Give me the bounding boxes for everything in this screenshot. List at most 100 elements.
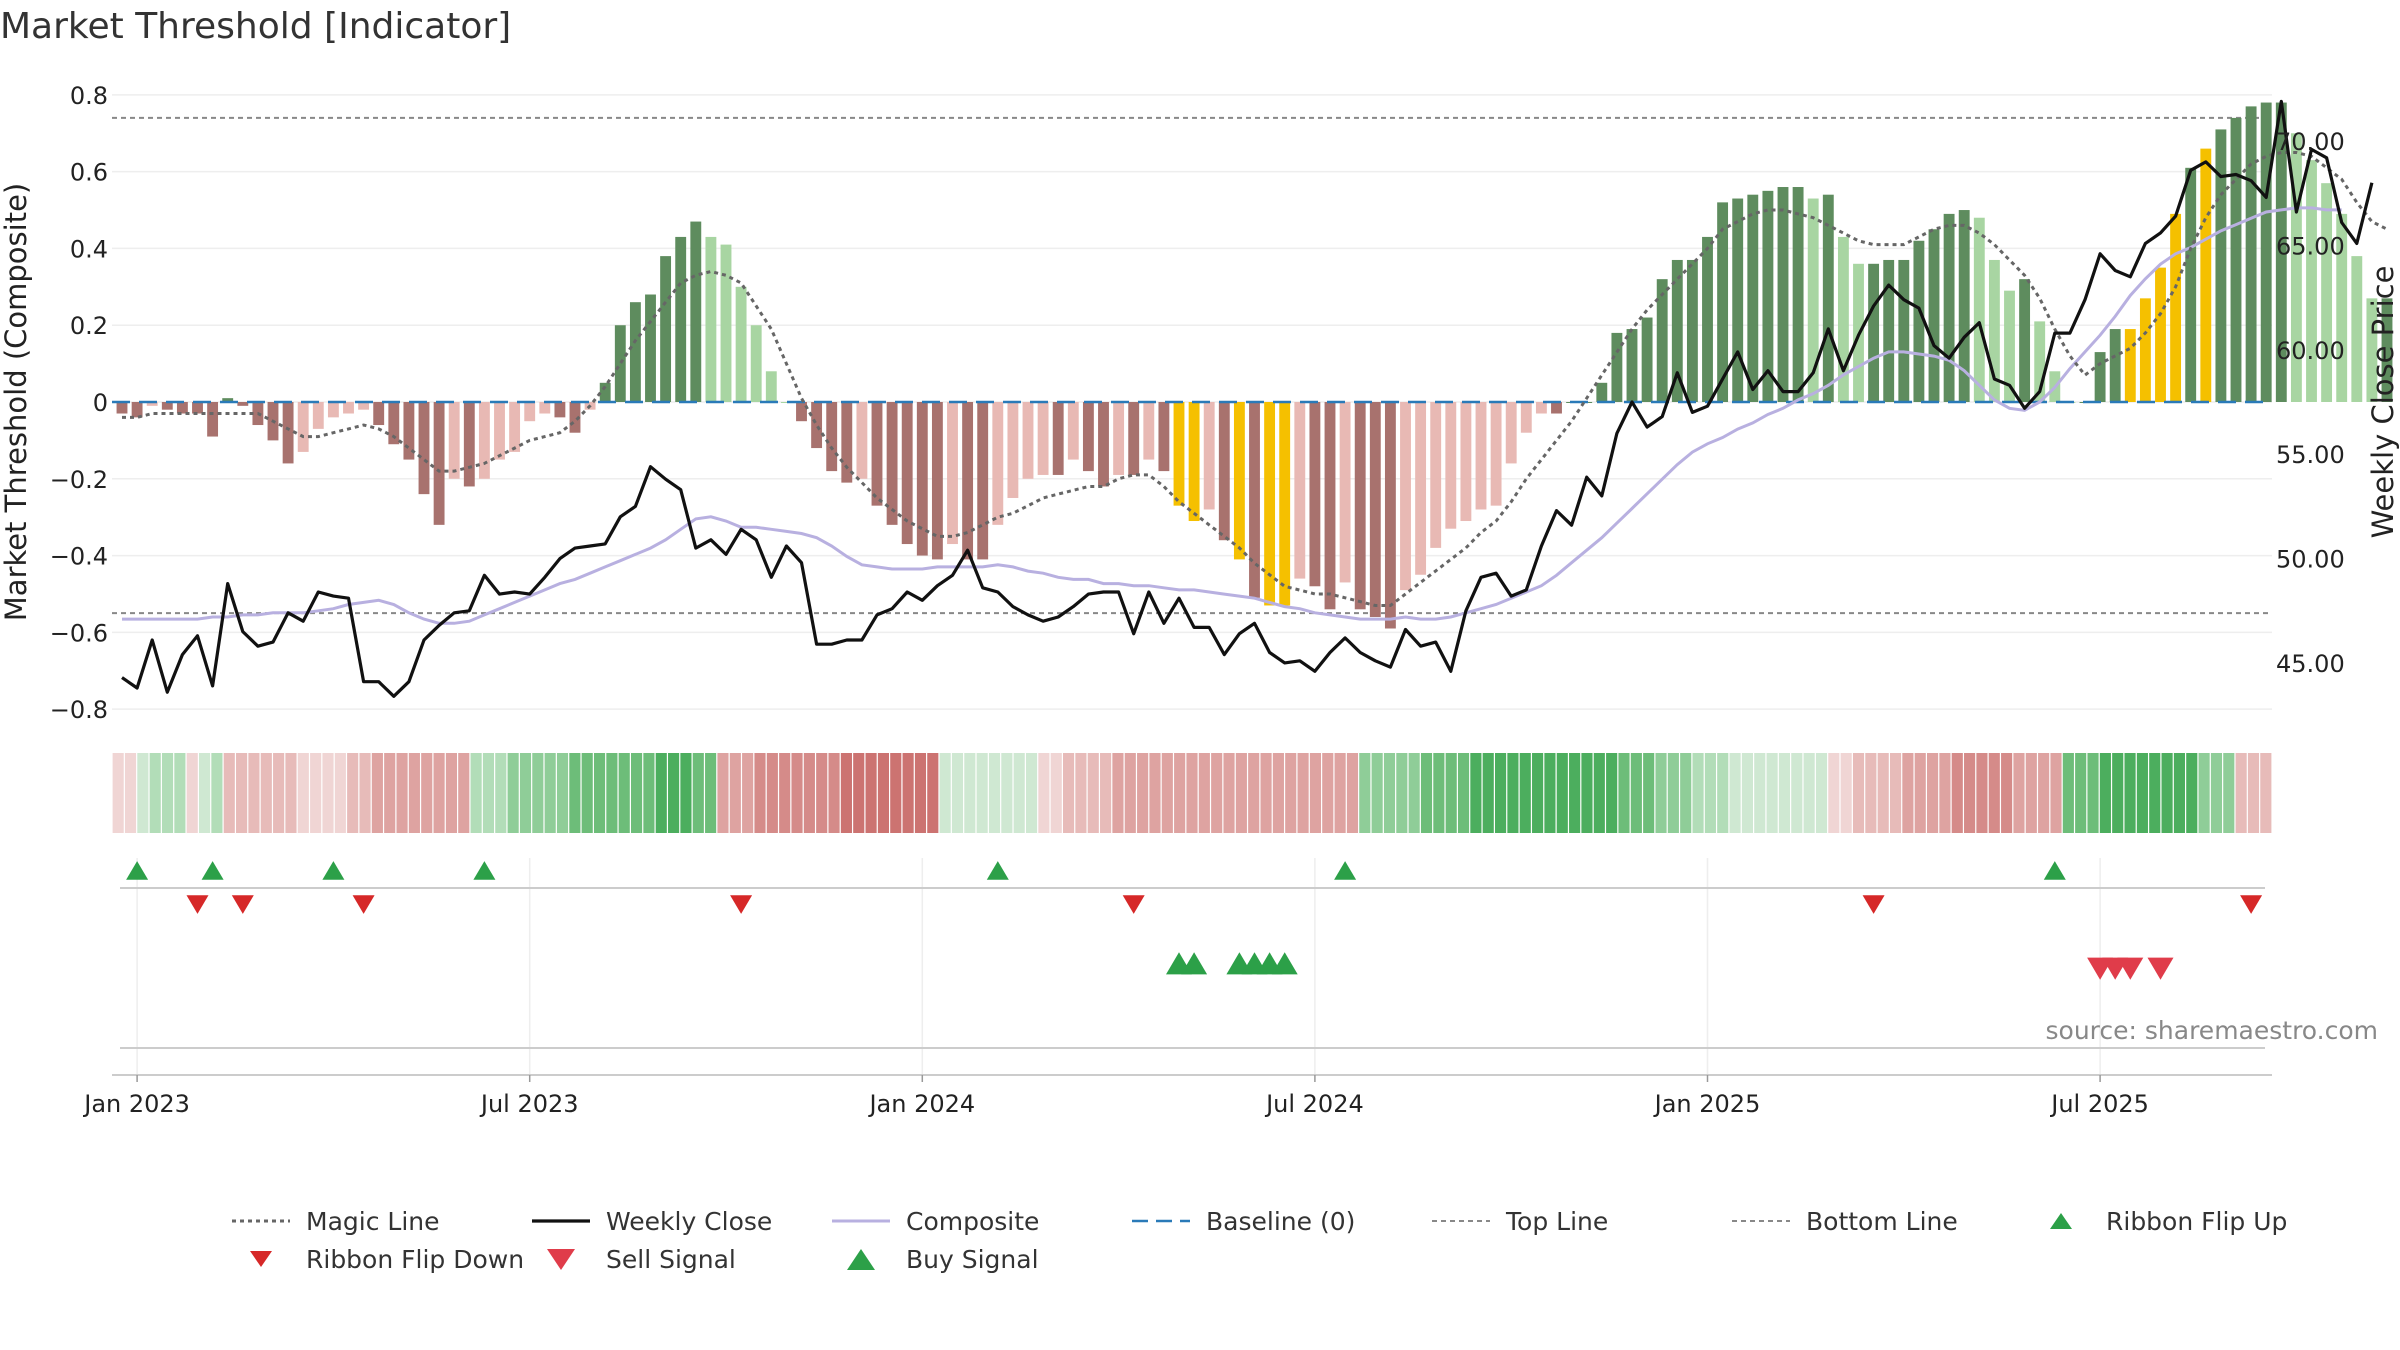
ribbon-flip-down-marker	[1122, 895, 1145, 914]
composite-bar	[1233, 402, 1245, 560]
ribbon-cell	[1791, 753, 1803, 833]
ribbon-cell	[1964, 753, 1976, 833]
ribbon-cell	[1100, 753, 1112, 833]
sell-signal-marker	[2147, 957, 2174, 980]
ribbon-cell	[199, 753, 211, 833]
ribbon-cell	[631, 753, 643, 833]
composite-bar	[1551, 402, 1562, 414]
composite-bar	[871, 402, 883, 506]
ribbon-flip-up-marker	[201, 861, 224, 880]
ribbon-cell	[2149, 753, 2161, 833]
composite-bar	[931, 402, 943, 560]
ribbon-cell	[1149, 753, 1161, 833]
ribbon-cell	[1988, 753, 2000, 833]
composite-bar	[977, 402, 989, 560]
legend-item: Top Line	[1430, 1204, 1608, 1238]
ribbon-cell	[1519, 753, 1531, 833]
ribbon-cell	[1001, 753, 1013, 833]
sell-signal-marker	[2117, 957, 2144, 980]
legend-item: Weekly Close	[530, 1204, 772, 1238]
ribbon-cell	[1766, 753, 1778, 833]
buy-signal-marker	[1181, 952, 1208, 975]
y-left-tick-label: 0.4	[70, 235, 108, 263]
composite-bar	[2170, 213, 2182, 402]
ribbon-cell	[2099, 753, 2111, 833]
composite-bar	[856, 402, 868, 479]
ribbon-cell	[1495, 753, 1507, 833]
x-tick-label: Jan 2024	[867, 1090, 975, 1118]
y-left-tick-label: −0.6	[50, 619, 108, 647]
ribbon-cell	[2136, 753, 2148, 833]
composite-bar	[2019, 279, 2031, 402]
composite-bar	[1218, 402, 1230, 541]
composite-bar	[1384, 402, 1396, 629]
ribbon-cell	[347, 753, 359, 833]
ribbon-cell	[877, 753, 889, 833]
composite-bar	[131, 402, 143, 418]
composite-bar	[811, 402, 823, 449]
ribbon-cell	[1223, 753, 1235, 833]
ribbon-cell	[1655, 753, 1667, 833]
composite-bar	[116, 402, 128, 414]
ribbon-cell	[421, 753, 433, 833]
composite-bar	[222, 398, 234, 402]
legend-swatch	[2050, 1213, 2072, 1229]
composite-bar	[1475, 402, 1487, 510]
ribbon-cell	[1507, 753, 1519, 833]
legend-item: Ribbon Flip Up	[2030, 1204, 2287, 1238]
composite-bar	[720, 244, 732, 402]
composite-bar	[1113, 402, 1125, 475]
ribbon-flip-up-marker	[126, 861, 149, 880]
ribbon-cell	[445, 753, 457, 833]
ribbon-flip-down-marker	[730, 895, 753, 914]
composite-bar	[1354, 402, 1366, 610]
ribbon-cell	[1285, 753, 1297, 833]
ribbon-cell	[1717, 753, 1729, 833]
legend-label: Buy Signal	[906, 1244, 1039, 1274]
composite-bar	[1400, 402, 1411, 591]
composite-bar	[645, 294, 656, 402]
ribbon-cell	[2013, 753, 2025, 833]
legend: Magic Line Weekly Close Composite Baseline …	[230, 1204, 2330, 1284]
composite-bar	[599, 382, 611, 402]
ribbon-cell	[2235, 753, 2247, 833]
ribbon-flip-down-marker	[1862, 895, 1885, 914]
right-axis: 70.00 65.00 60.00 55.00 50.00 45.00	[2276, 128, 2345, 678]
ribbon-cell	[754, 753, 766, 833]
ribbon-cell	[705, 753, 717, 833]
ribbon-cell	[1877, 753, 1889, 833]
ribbon-cell	[556, 753, 569, 833]
ribbon-flip-up-marker	[473, 861, 496, 880]
composite-bar	[2200, 148, 2212, 402]
composite-bar	[947, 402, 958, 545]
x-tick-label: Jan 2023	[82, 1090, 190, 1118]
composite-bar	[2321, 183, 2333, 402]
composite-bar	[2215, 129, 2227, 402]
ribbon-cell	[1235, 753, 1247, 833]
composite-bar	[2094, 352, 2106, 402]
composite-bar	[1732, 198, 1744, 402]
ribbon-cell	[458, 753, 470, 833]
ribbon-cell	[1704, 753, 1716, 833]
ribbon-cell	[1532, 753, 1544, 833]
composite-bar	[1626, 329, 1638, 402]
y-right-tick-label: 45.00	[2276, 650, 2345, 678]
composite-bar	[1415, 402, 1427, 575]
ribbon-cell	[692, 753, 704, 833]
composite-bar	[690, 221, 702, 402]
signal-panels	[112, 858, 2272, 1076]
ribbon-cell	[2210, 753, 2223, 833]
composite-bar	[1188, 402, 1200, 522]
composite-bar	[916, 402, 928, 556]
ribbon-cell	[1396, 753, 1408, 833]
ribbon-cell	[717, 753, 729, 833]
ribbon-cell	[816, 753, 828, 833]
composite-bar	[660, 256, 672, 402]
ribbon-cell	[248, 753, 260, 833]
ribbon-cell	[2247, 753, 2260, 833]
composite-bar	[2230, 117, 2242, 402]
composite-bar	[2185, 167, 2197, 402]
ribbon-cell	[1297, 753, 1309, 833]
ribbon-cell	[384, 753, 396, 833]
y-left-tick-label: −0.8	[50, 696, 108, 724]
